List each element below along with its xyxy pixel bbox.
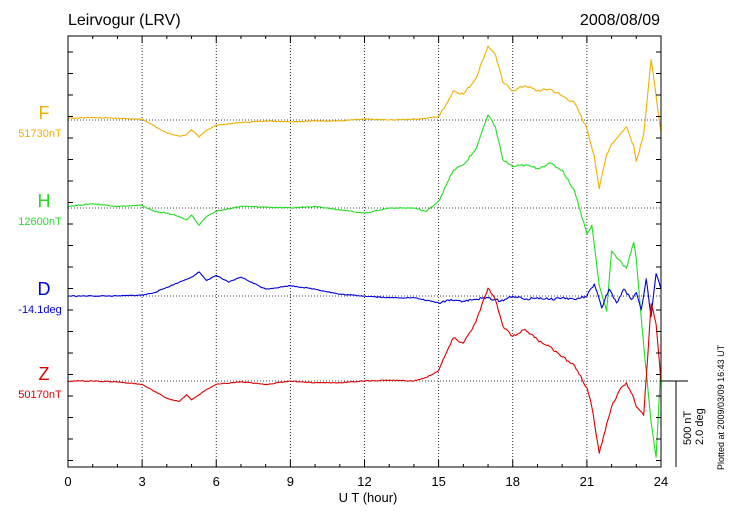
series-lines	[67, 45, 662, 458]
x-axis-label: U T (hour)	[339, 490, 398, 505]
x-tick-label: 21	[580, 474, 594, 489]
axis-ticks: 0 3 6 9 12 15 18 21 24	[64, 36, 668, 489]
series-baseline-f: 51730nT	[18, 128, 62, 140]
series-line-d	[68, 271, 662, 318]
series-name-h: H	[38, 191, 51, 211]
x-tick-label: 12	[357, 474, 371, 489]
series-baseline-d: -14.1deg	[18, 304, 61, 316]
x-tick-label: 18	[506, 474, 520, 489]
series-name-f: F	[39, 103, 50, 123]
scale-bar-secondary: 2.0 deg	[694, 408, 706, 445]
series-name-d: D	[38, 279, 51, 299]
series-line-z	[67, 287, 662, 454]
series-line-h	[67, 114, 662, 458]
chart-title: Leirvogur (LRV)	[68, 12, 181, 29]
x-tick-label: 24	[654, 474, 668, 489]
series-baseline-h: 12600nT	[18, 216, 62, 228]
series-name-z: Z	[39, 364, 50, 384]
plot-credit: Plotted at 2009/03/09 16:43 UT	[716, 344, 726, 470]
x-tick-label: 6	[213, 474, 220, 489]
series-labels: F 51730nT H 12600nT D -14.1deg Z 50170nT	[18, 103, 62, 401]
x-tick-label: 3	[139, 474, 146, 489]
series-line-f	[67, 45, 662, 190]
x-tick-label: 15	[431, 474, 445, 489]
series-baseline-z: 50170nT	[18, 389, 62, 401]
chart-date: 2008/08/09	[580, 12, 660, 29]
x-tick-label: 9	[287, 474, 294, 489]
scale-bar: 500 nT 2.0 deg	[661, 380, 706, 467]
x-tick-label: 0	[64, 474, 71, 489]
scale-bar-primary: 500 nT	[682, 410, 694, 445]
